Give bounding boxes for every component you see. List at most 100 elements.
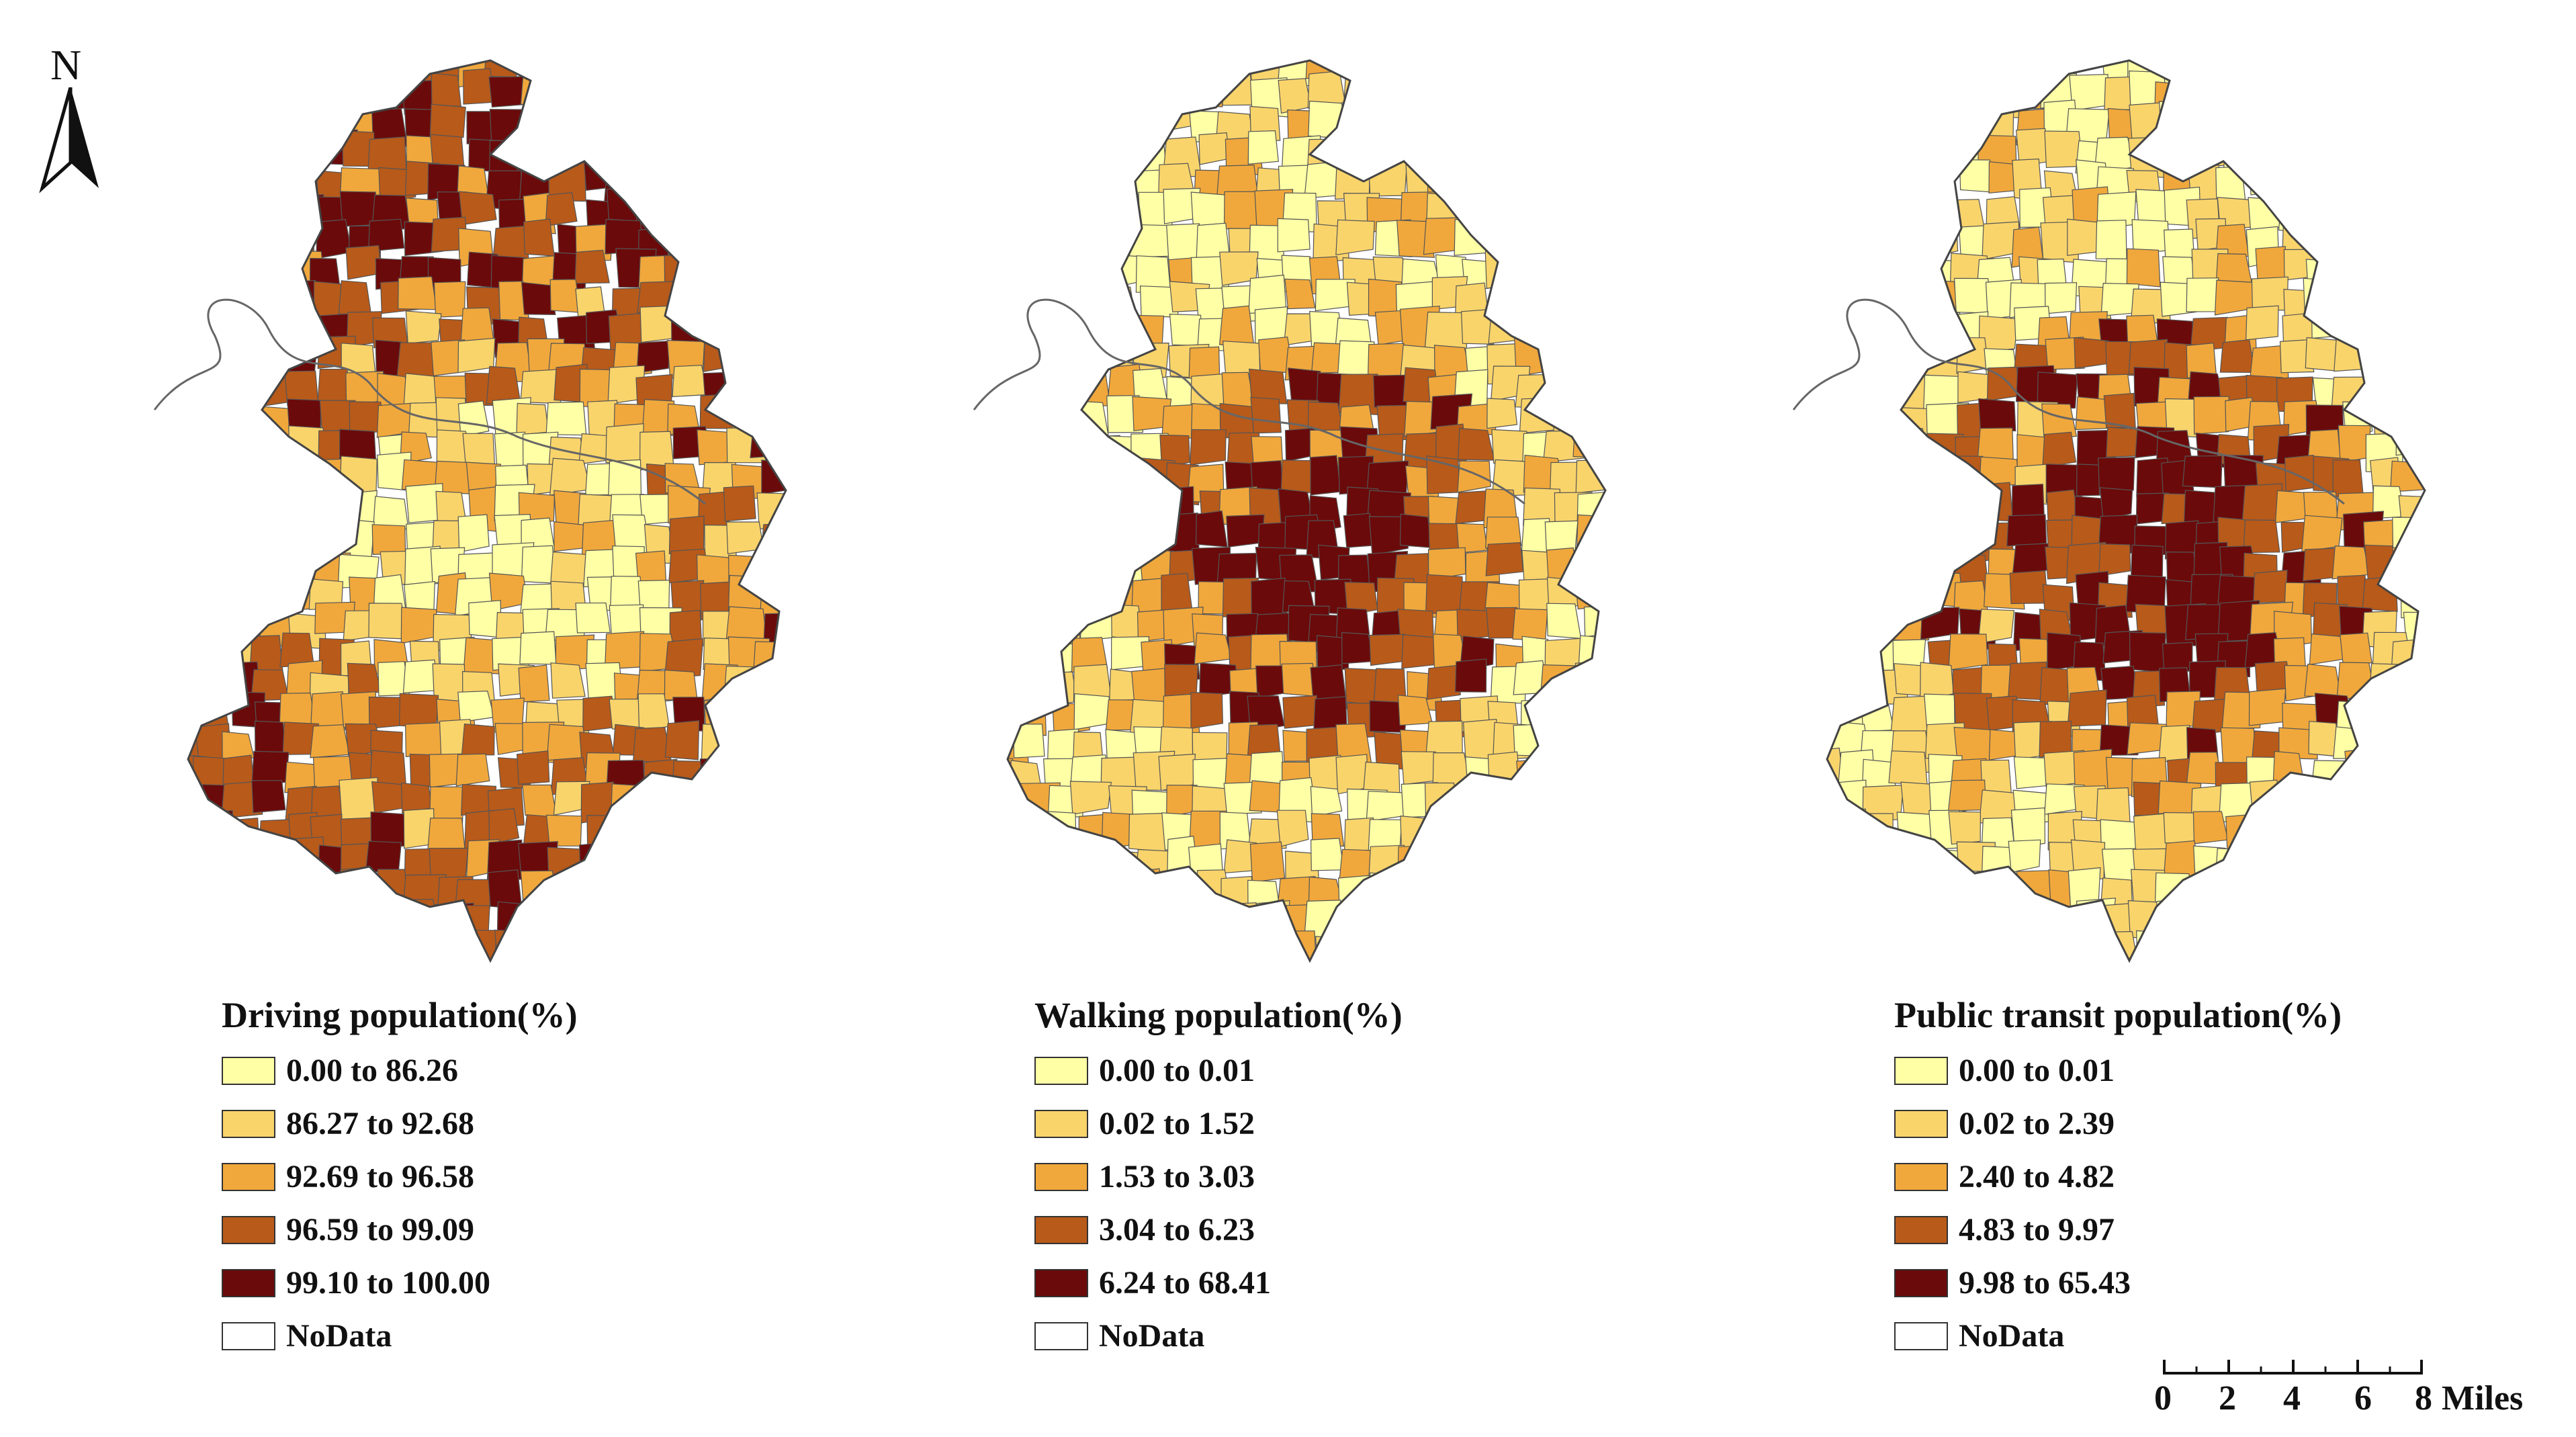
tract-polygon — [188, 484, 202, 517]
tract-polygon — [1463, 873, 1503, 912]
tract-polygon — [286, 523, 322, 561]
tract-polygon — [1583, 908, 1605, 941]
tract-polygon — [788, 758, 828, 788]
tract-polygon — [1572, 877, 1605, 912]
tract-polygon — [1074, 101, 1110, 139]
tract-polygon — [279, 930, 316, 961]
tract-polygon — [2340, 783, 2375, 822]
tract-polygon — [754, 754, 786, 791]
tract-polygon — [1835, 377, 1874, 411]
tract-polygon — [2221, 102, 2260, 138]
tract-polygon — [1840, 424, 1873, 462]
tract-polygon — [1403, 902, 1438, 943]
tract-polygon — [1837, 275, 1871, 320]
tract-polygon — [762, 875, 786, 912]
tract-polygon — [2249, 779, 2283, 821]
legend-swatch — [1034, 1321, 1088, 1350]
tract-polygon — [1075, 578, 1117, 618]
legend-swatch — [1034, 1215, 1088, 1244]
tract-polygon — [795, 524, 826, 561]
tract-polygon — [2248, 957, 2285, 961]
legend-label: 99.10 to 100.00 — [286, 1265, 490, 1301]
tract-polygon — [288, 312, 322, 352]
choropleth-svg — [1792, 59, 2464, 969]
tract-polygon — [608, 459, 642, 496]
tract-polygon — [1494, 101, 1535, 138]
choropleth-svg — [153, 59, 828, 974]
tract-polygon — [488, 808, 520, 845]
tract-polygon — [429, 932, 473, 961]
tract-polygon — [1867, 582, 1901, 625]
tract-polygon — [1892, 840, 1927, 878]
tract-polygon — [457, 514, 490, 553]
tract-polygon — [2432, 930, 2464, 969]
tract-polygon — [756, 906, 786, 944]
tract-polygon — [2223, 60, 2262, 85]
tract-polygon — [2369, 875, 2406, 910]
tract-polygon — [1610, 432, 1643, 472]
tract-polygon — [1551, 696, 1583, 738]
tract-polygon — [1833, 453, 1873, 492]
tract-polygon — [760, 934, 786, 961]
tract-polygon — [1827, 787, 1845, 826]
tract-polygon — [285, 488, 326, 522]
tract-polygon — [222, 129, 254, 169]
tract-polygon — [1608, 76, 1649, 110]
tract-polygon — [756, 316, 786, 351]
tract-polygon — [249, 552, 285, 592]
tract-polygon — [371, 524, 406, 556]
tract-polygon — [1072, 191, 1105, 224]
tract-polygon — [556, 79, 595, 120]
tract-polygon — [226, 308, 260, 349]
tract-polygon — [1551, 818, 1588, 859]
tract-polygon — [2399, 400, 2425, 442]
tract-polygon — [2429, 253, 2462, 289]
tract-polygon — [373, 958, 412, 961]
tract-polygon — [256, 197, 297, 233]
tract-polygon — [2126, 248, 2161, 288]
tract-polygon — [2367, 255, 2401, 289]
tract-polygon — [791, 345, 826, 376]
legend-label: 0.02 to 1.52 — [1099, 1106, 1255, 1141]
tract-polygon — [1860, 425, 1896, 464]
tract-polygon — [188, 75, 204, 112]
tract-polygon — [1368, 909, 1402, 942]
tract-polygon — [188, 900, 205, 938]
tract-polygon — [1454, 658, 1487, 693]
tract-polygon — [1870, 838, 1906, 872]
tract-polygon — [1924, 60, 1961, 79]
tract-polygon — [2366, 77, 2409, 115]
tract-polygon — [1865, 222, 1905, 257]
tract-polygon — [1603, 316, 1605, 348]
tract-polygon — [1456, 930, 1491, 961]
tract-polygon — [2374, 788, 2413, 821]
tract-polygon — [2156, 928, 2194, 961]
legend-label: 0.02 to 2.39 — [1959, 1106, 2115, 1141]
tract-polygon — [1545, 256, 1579, 290]
tract-polygon — [1484, 130, 1525, 170]
tract-polygon — [2428, 779, 2459, 819]
tract-polygon — [1008, 458, 1020, 494]
tract-polygon — [196, 161, 239, 201]
legend-item: 0.02 to 1.52 — [1034, 1097, 1403, 1150]
tract-polygon — [1604, 898, 1605, 937]
tract-polygon — [753, 367, 786, 402]
legend-swatch — [1034, 1056, 1088, 1085]
tract-polygon — [199, 969, 238, 974]
tract-polygon — [1834, 216, 1867, 257]
tract-polygon — [608, 60, 644, 81]
tract-polygon — [1008, 71, 1024, 105]
tract-polygon — [188, 463, 209, 500]
tract-polygon — [664, 669, 698, 701]
tract-polygon — [1832, 610, 1867, 648]
tract-polygon — [1368, 106, 1406, 143]
tract-polygon — [1008, 603, 1029, 643]
transit-map — [1753, 34, 2519, 974]
tract-polygon — [1426, 664, 1461, 700]
tract-polygon — [1612, 787, 1646, 818]
tract-polygon — [2309, 847, 2346, 882]
tract-polygon — [1547, 102, 1581, 142]
tract-polygon — [1016, 188, 1059, 226]
legend-swatch — [222, 1321, 275, 1350]
census-tracts — [1008, 60, 1649, 961]
